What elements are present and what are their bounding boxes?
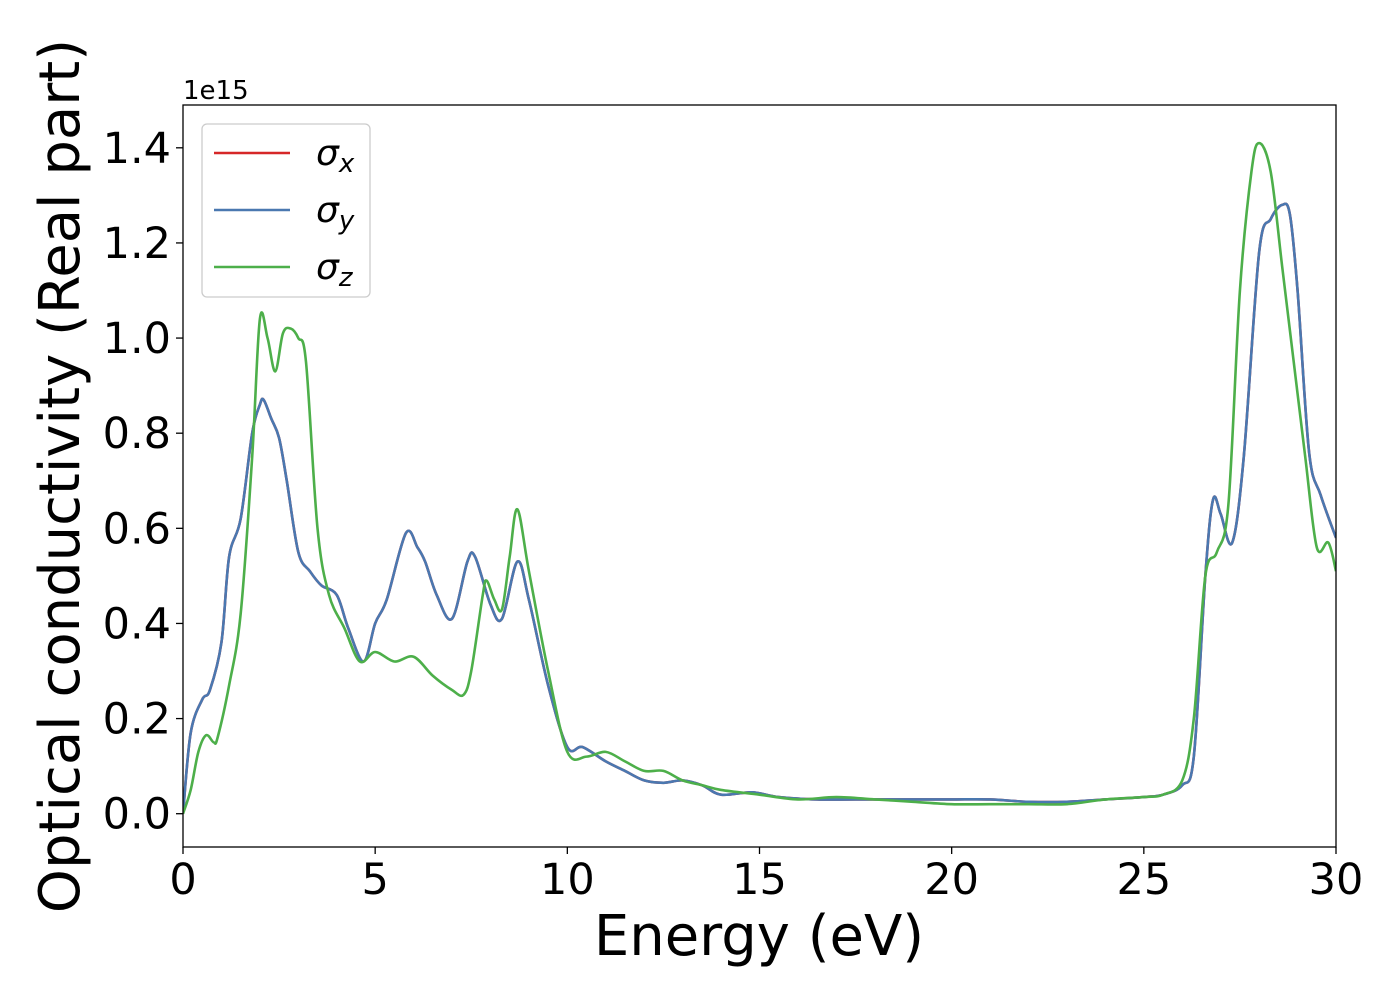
y-tick-label: 0.4 xyxy=(103,599,171,649)
y-tick-label: 1.4 xyxy=(103,124,171,174)
y-tick-label: 0.8 xyxy=(103,409,171,459)
y-tick-label: 1.0 xyxy=(103,314,171,364)
series-line-z xyxy=(183,141,1336,815)
y-tick-label: 0.6 xyxy=(103,504,171,554)
x-tick-label: 0 xyxy=(169,855,196,905)
x-tick-label: 30 xyxy=(1309,855,1364,905)
x-tick-label: 5 xyxy=(361,855,388,905)
y-axis-label: Optical conductivity (Real part) xyxy=(28,39,93,913)
x-tick-label: 25 xyxy=(1116,855,1171,905)
x-tick-label: 20 xyxy=(924,855,979,905)
y-axis-ticks: 0.0 0.2 0.4 0.6 0.8 1.0 1.2 1.4 xyxy=(103,124,183,840)
x-axis-label: Energy (eV) xyxy=(594,904,924,969)
x-tick-label: 10 xyxy=(540,855,595,905)
x-axis-ticks: 0 5 10 15 20 25 30 xyxy=(169,847,1363,905)
y-offset-label: 1e15 xyxy=(183,76,249,106)
y-tick-label: 1.2 xyxy=(103,219,171,269)
y-tick-label: 0.2 xyxy=(103,695,171,745)
y-tick-label: 0.0 xyxy=(103,790,171,840)
x-tick-label: 15 xyxy=(732,855,787,905)
series-layer xyxy=(183,141,1336,815)
